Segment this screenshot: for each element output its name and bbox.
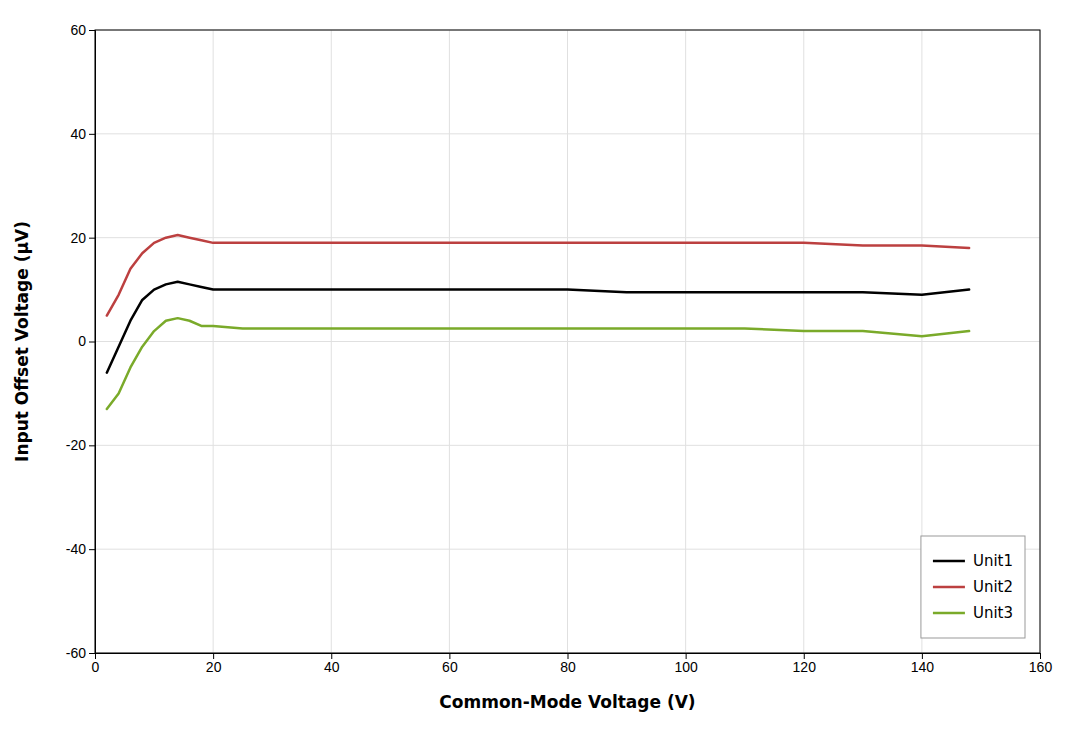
y-tick-label: 0 bbox=[78, 333, 86, 349]
x-tick: 80 bbox=[560, 653, 576, 675]
x-tick: 140 bbox=[911, 653, 935, 675]
y-tick-mark bbox=[89, 445, 95, 446]
x-tick: 120 bbox=[793, 653, 817, 675]
y-tick: -20 bbox=[66, 437, 95, 453]
y-tick-label: -40 bbox=[66, 541, 86, 557]
x-tick-label: 20 bbox=[206, 659, 222, 675]
grid-line-y bbox=[95, 445, 1040, 446]
x-tick-label: 120 bbox=[793, 659, 817, 675]
y-tick-mark bbox=[89, 653, 95, 654]
y-tick: 40 bbox=[70, 126, 95, 142]
y-tick-mark bbox=[89, 549, 95, 550]
y-tick: 60 bbox=[70, 22, 95, 38]
series-line bbox=[107, 235, 969, 315]
x-tick: 0 bbox=[92, 653, 100, 675]
y-axis-title: Input Offset Voltage (μV) bbox=[12, 221, 32, 462]
y-axis: -60 -40 -20 0 20 40 60 bbox=[66, 22, 96, 661]
y-tick: 20 bbox=[70, 230, 95, 246]
x-tick-label: 40 bbox=[324, 659, 340, 675]
x-tick: 40 bbox=[324, 653, 340, 675]
legend-label: Unit2 bbox=[973, 578, 1013, 596]
y-tick-label: -60 bbox=[66, 645, 86, 661]
legend-item: Unit3 bbox=[933, 604, 1013, 622]
y-tick-mark bbox=[89, 134, 95, 135]
x-tick: 160 bbox=[1029, 653, 1053, 675]
x-tick-label: 0 bbox=[92, 659, 100, 675]
series-line bbox=[107, 318, 969, 409]
grid-line-y bbox=[95, 549, 1040, 550]
x-tick-label: 100 bbox=[674, 659, 698, 675]
y-tick: -40 bbox=[66, 541, 95, 557]
plot: 0 20 40 60 80 100 120 140 160 -60 -40 -20 0 20 40 60 Uni… bbox=[66, 22, 1053, 675]
x-tick: 60 bbox=[442, 653, 458, 675]
grid bbox=[95, 30, 1040, 653]
x-tick-label: 140 bbox=[911, 659, 935, 675]
y-tick-mark bbox=[89, 30, 95, 31]
y-tick-mark bbox=[89, 342, 95, 343]
legend-swatch bbox=[933, 560, 965, 563]
y-tick: 0 bbox=[78, 333, 95, 349]
grid-line-y bbox=[95, 237, 1040, 238]
x-tick-label: 80 bbox=[560, 659, 576, 675]
legend-label: Unit1 bbox=[973, 552, 1013, 570]
legend-item: Unit1 bbox=[933, 552, 1013, 570]
x-tick: 100 bbox=[674, 653, 698, 675]
y-tick-mark bbox=[89, 238, 95, 239]
x-axis: 0 20 40 60 80 100 120 140 160 bbox=[92, 653, 1053, 675]
lines bbox=[107, 235, 969, 409]
legend-box bbox=[921, 536, 1025, 638]
x-tick: 20 bbox=[206, 653, 222, 675]
legend-swatch bbox=[933, 586, 965, 589]
y-tick-label: 40 bbox=[70, 126, 86, 142]
x-tick-label: 160 bbox=[1029, 659, 1053, 675]
y-tick-label: -20 bbox=[66, 437, 86, 453]
plot-frame bbox=[95, 30, 1040, 653]
legend-swatch bbox=[933, 612, 965, 615]
grid-line-y bbox=[95, 133, 1040, 134]
legend-label: Unit3 bbox=[973, 604, 1013, 622]
grid-line-y bbox=[95, 341, 1040, 342]
y-tick: -60 bbox=[66, 645, 95, 661]
x-tick-label: 60 bbox=[442, 659, 458, 675]
chart: 0 20 40 60 80 100 120 140 160 -60 -40 -20 0 20 40 60 Uni… bbox=[0, 0, 1080, 733]
y-tick-label: 20 bbox=[70, 230, 86, 246]
legend: Unit1 Unit2 Unit3 bbox=[921, 536, 1025, 638]
x-axis-title: Common-Mode Voltage (V) bbox=[439, 692, 695, 712]
legend-item: Unit2 bbox=[933, 578, 1013, 596]
y-tick-label: 60 bbox=[70, 22, 86, 38]
